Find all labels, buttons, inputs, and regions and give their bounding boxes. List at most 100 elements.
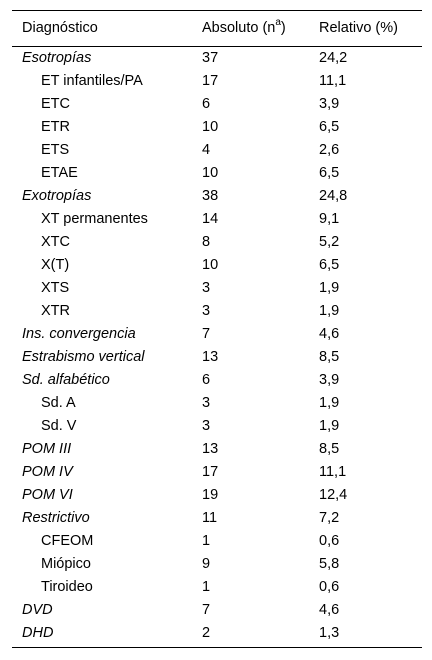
category-label: Exotropías	[22, 188, 92, 204]
header-absolute-prefix: Absoluto (n	[202, 20, 276, 36]
relative-value: 1,3	[319, 625, 340, 641]
subtype-label: ETR	[41, 119, 70, 135]
absolute-value: 2	[202, 625, 211, 641]
relative-value: 3,9	[319, 96, 340, 112]
subtype-label: XTS	[41, 280, 70, 296]
relative-value: 0,6	[319, 579, 340, 595]
table-row: Sd. A 3 1,9	[12, 392, 422, 415]
absolute-value: 1	[202, 533, 211, 549]
category-label: DHD	[22, 625, 54, 641]
relative-value: 2,6	[319, 142, 340, 158]
table-top-rule	[12, 10, 422, 11]
table-row: Sd. alfabético 6 3,9	[12, 369, 422, 392]
table-row: Sd. V 3 1,9	[12, 415, 422, 438]
subtype-label: XTC	[41, 234, 70, 250]
relative-value: 4,6	[319, 602, 340, 618]
header-relative: Relativo (%)	[319, 20, 398, 36]
table-row: XTR 3 1,9	[12, 300, 422, 323]
relative-value: 11,1	[319, 464, 347, 480]
table-row: XT permanentes 14 9,1	[12, 208, 422, 231]
header-diagnosis: Diagnóstico	[22, 20, 98, 36]
table-row: CFEOM 1 0,6	[12, 530, 422, 553]
relative-value: 1,9	[319, 418, 340, 434]
category-label: POM VI	[22, 487, 73, 503]
table-bottom-rule	[12, 647, 422, 648]
subtype-label: ETC	[41, 96, 70, 112]
relative-value: 5,8	[319, 556, 340, 572]
header-absolute-suffix: )	[280, 20, 286, 36]
table-row: ETAE 10 6,5	[12, 162, 422, 185]
absolute-value: 1	[202, 579, 211, 595]
table-row: XTS 3 1,9	[12, 277, 422, 300]
table-row: X(T) 10 6,5	[12, 254, 422, 277]
table-row: Miópico 9 5,8	[12, 553, 422, 576]
relative-value: 5,2	[319, 234, 340, 250]
relative-value: 7,2	[319, 510, 340, 526]
relative-value: 9,1	[319, 211, 340, 227]
table-row: ETR 10 6,5	[12, 116, 422, 139]
table-row: Estrabismo vertical 13 8,5	[12, 346, 422, 369]
absolute-value: 8	[202, 234, 211, 250]
category-label: Ins. convergencia	[22, 326, 136, 342]
table-row: DHD 2 1,3	[12, 622, 422, 645]
relative-value: 6,5	[319, 165, 340, 181]
absolute-value: 38	[202, 188, 219, 204]
subtype-label: XT permanentes	[41, 211, 148, 227]
absolute-value: 9	[202, 556, 211, 572]
table-row: POM VI 19 12,4	[12, 484, 422, 507]
absolute-value: 17	[202, 73, 219, 89]
table-row: Restrictivo 11 7,2	[12, 507, 422, 530]
relative-value: 4,6	[319, 326, 340, 342]
absolute-value: 17	[202, 464, 219, 480]
table-row: Esotropías 37 24,2	[12, 47, 422, 70]
absolute-value: 37	[202, 50, 219, 66]
relative-value: 24,8	[319, 188, 348, 204]
table-row: ET infantiles/PA 17 11,1	[12, 70, 422, 93]
absolute-value: 13	[202, 349, 219, 365]
absolute-value: 10	[202, 165, 219, 181]
subtype-label: CFEOM	[41, 533, 94, 549]
absolute-value: 4	[202, 142, 211, 158]
relative-value: 8,5	[319, 349, 340, 365]
header-absolute: Absoluto (na)	[202, 10, 286, 46]
table-row: POM IV 17 11,1	[12, 461, 422, 484]
relative-value: 1,9	[319, 395, 340, 411]
absolute-value: 3	[202, 418, 211, 434]
table-row: DVD 7 4,6	[12, 599, 422, 622]
relative-value: 24,2	[319, 50, 348, 66]
relative-value: 11,1	[319, 73, 347, 89]
subtype-label: ET infantiles/PA	[41, 73, 143, 89]
absolute-value: 19	[202, 487, 219, 503]
category-label: Estrabismo vertical	[22, 349, 145, 365]
absolute-value: 10	[202, 119, 219, 135]
absolute-value: 11	[202, 510, 218, 526]
subtype-label: Sd. A	[41, 395, 76, 411]
table-row: ETC 6 3,9	[12, 93, 422, 116]
absolute-value: 6	[202, 96, 211, 112]
absolute-value: 7	[202, 326, 211, 342]
absolute-value: 3	[202, 303, 211, 319]
relative-value: 0,6	[319, 533, 340, 549]
category-label: POM IV	[22, 464, 73, 480]
absolute-value: 3	[202, 395, 211, 411]
absolute-value: 7	[202, 602, 211, 618]
absolute-value: 3	[202, 280, 211, 296]
header-absolute-sup: a	[275, 17, 281, 29]
relative-value: 6,5	[319, 257, 340, 273]
category-label: Esotropías	[22, 50, 92, 66]
absolute-value: 10	[202, 257, 219, 273]
table-row: Exotropías 38 24,8	[12, 185, 422, 208]
relative-value: 3,9	[319, 372, 340, 388]
subtype-label: Miópico	[41, 556, 91, 572]
subtype-label: Tiroideo	[41, 579, 93, 595]
table-row: POM III 13 8,5	[12, 438, 422, 461]
table-header-rule	[12, 46, 422, 47]
category-label: Restrictivo	[22, 510, 90, 526]
subtype-label: ETAE	[41, 165, 78, 181]
table-row: XTC 8 5,2	[12, 231, 422, 254]
category-label: Sd. alfabético	[22, 372, 110, 388]
absolute-value: 6	[202, 372, 211, 388]
table-body: Esotropías 37 24,2 ET infantiles/PA 17 11,1 ET…	[12, 47, 422, 645]
category-label: DVD	[22, 602, 53, 618]
subtype-label: Sd. V	[41, 418, 77, 434]
